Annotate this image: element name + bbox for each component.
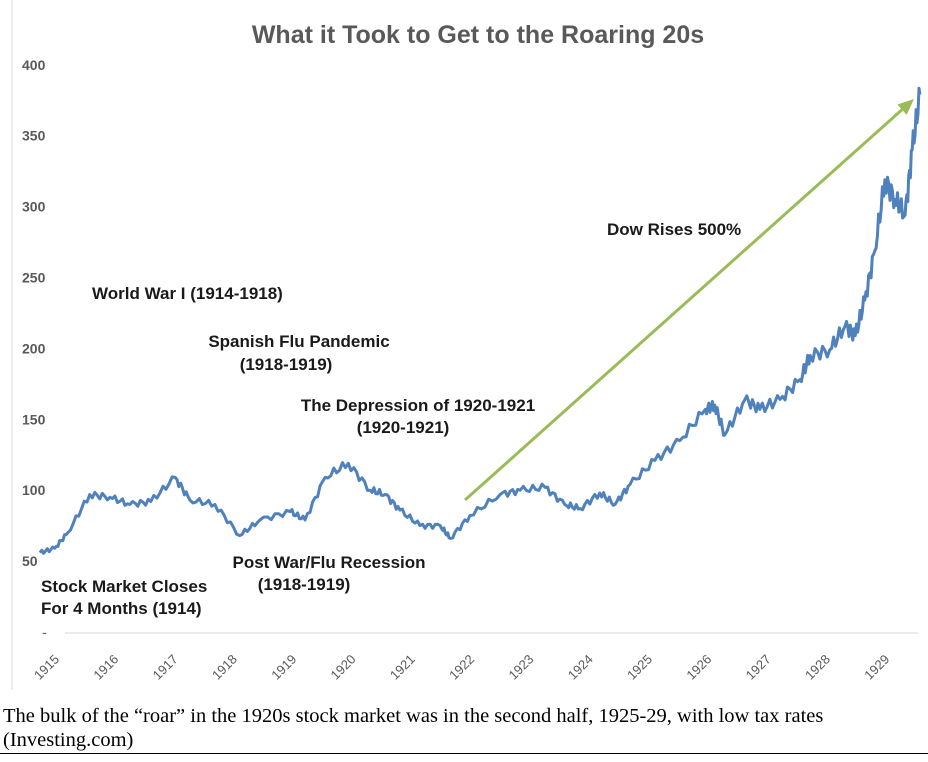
- chart: What it Took to Get to the Roaring 20s 5…: [11, 0, 922, 690]
- x-tick-label: 1921: [387, 652, 418, 683]
- annotation-recession-line2: (1918-1919): [258, 575, 351, 594]
- x-tick-label: 1925: [624, 652, 655, 683]
- y-zero-mark: -: [42, 624, 47, 640]
- x-tick-label: 1922: [446, 652, 477, 683]
- annotation-flu-line1: Spanish Flu Pandemic: [208, 332, 389, 351]
- x-tick-label: 1924: [565, 652, 596, 683]
- y-tick-label: 100: [22, 482, 46, 498]
- x-tick-label: 1918: [209, 652, 240, 683]
- x-tick-label: 1916: [90, 652, 121, 683]
- y-tick-label: 250: [22, 270, 46, 286]
- y-tick-label: 300: [22, 199, 46, 215]
- y-tick-label: 200: [22, 340, 46, 356]
- caption-rule: [0, 753, 928, 754]
- y-tick-label: 400: [22, 57, 46, 73]
- x-tick-label: 1917: [150, 652, 181, 683]
- annotation-closes-line1: Stock Market Closes: [41, 577, 207, 596]
- y-tick-label: 50: [22, 553, 38, 569]
- annotation-recession-line1: Post War/Flu Recession: [232, 553, 425, 572]
- dow-rises-arrow: [464, 105, 906, 502]
- annotation-dow-rises: Dow Rises 500%: [607, 220, 741, 239]
- x-tick-label: 1929: [861, 652, 892, 683]
- x-tick-label: 1919: [268, 652, 299, 683]
- annotation-closes-line2: For 4 Months (1914): [41, 599, 202, 618]
- x-tick-label: 1915: [31, 652, 62, 683]
- x-tick-label: 1920: [328, 652, 359, 683]
- y-tick-label: 150: [22, 411, 46, 427]
- annotation-depression-line2: (1920-1921): [357, 418, 450, 437]
- dow-series-line: [38, 86, 922, 555]
- arrow-head: [897, 99, 914, 115]
- x-tick-label: 1926: [683, 652, 714, 683]
- annotation-ww1: World War I (1914-1918): [92, 284, 283, 303]
- x-tick-label: 1927: [743, 652, 774, 683]
- y-tick-label: 350: [22, 128, 46, 144]
- annotation-depression-line1: The Depression of 1920-1921: [301, 396, 535, 415]
- figure-caption: The bulk of the “roar” in the 1920s stoc…: [3, 705, 824, 751]
- chart-title: What it Took to Get to the Roaring 20s: [252, 21, 704, 49]
- x-tick-label: 1923: [505, 652, 536, 683]
- x-tick-label: 1928: [802, 652, 833, 683]
- annotation-flu-line2: (1918-1919): [240, 355, 333, 374]
